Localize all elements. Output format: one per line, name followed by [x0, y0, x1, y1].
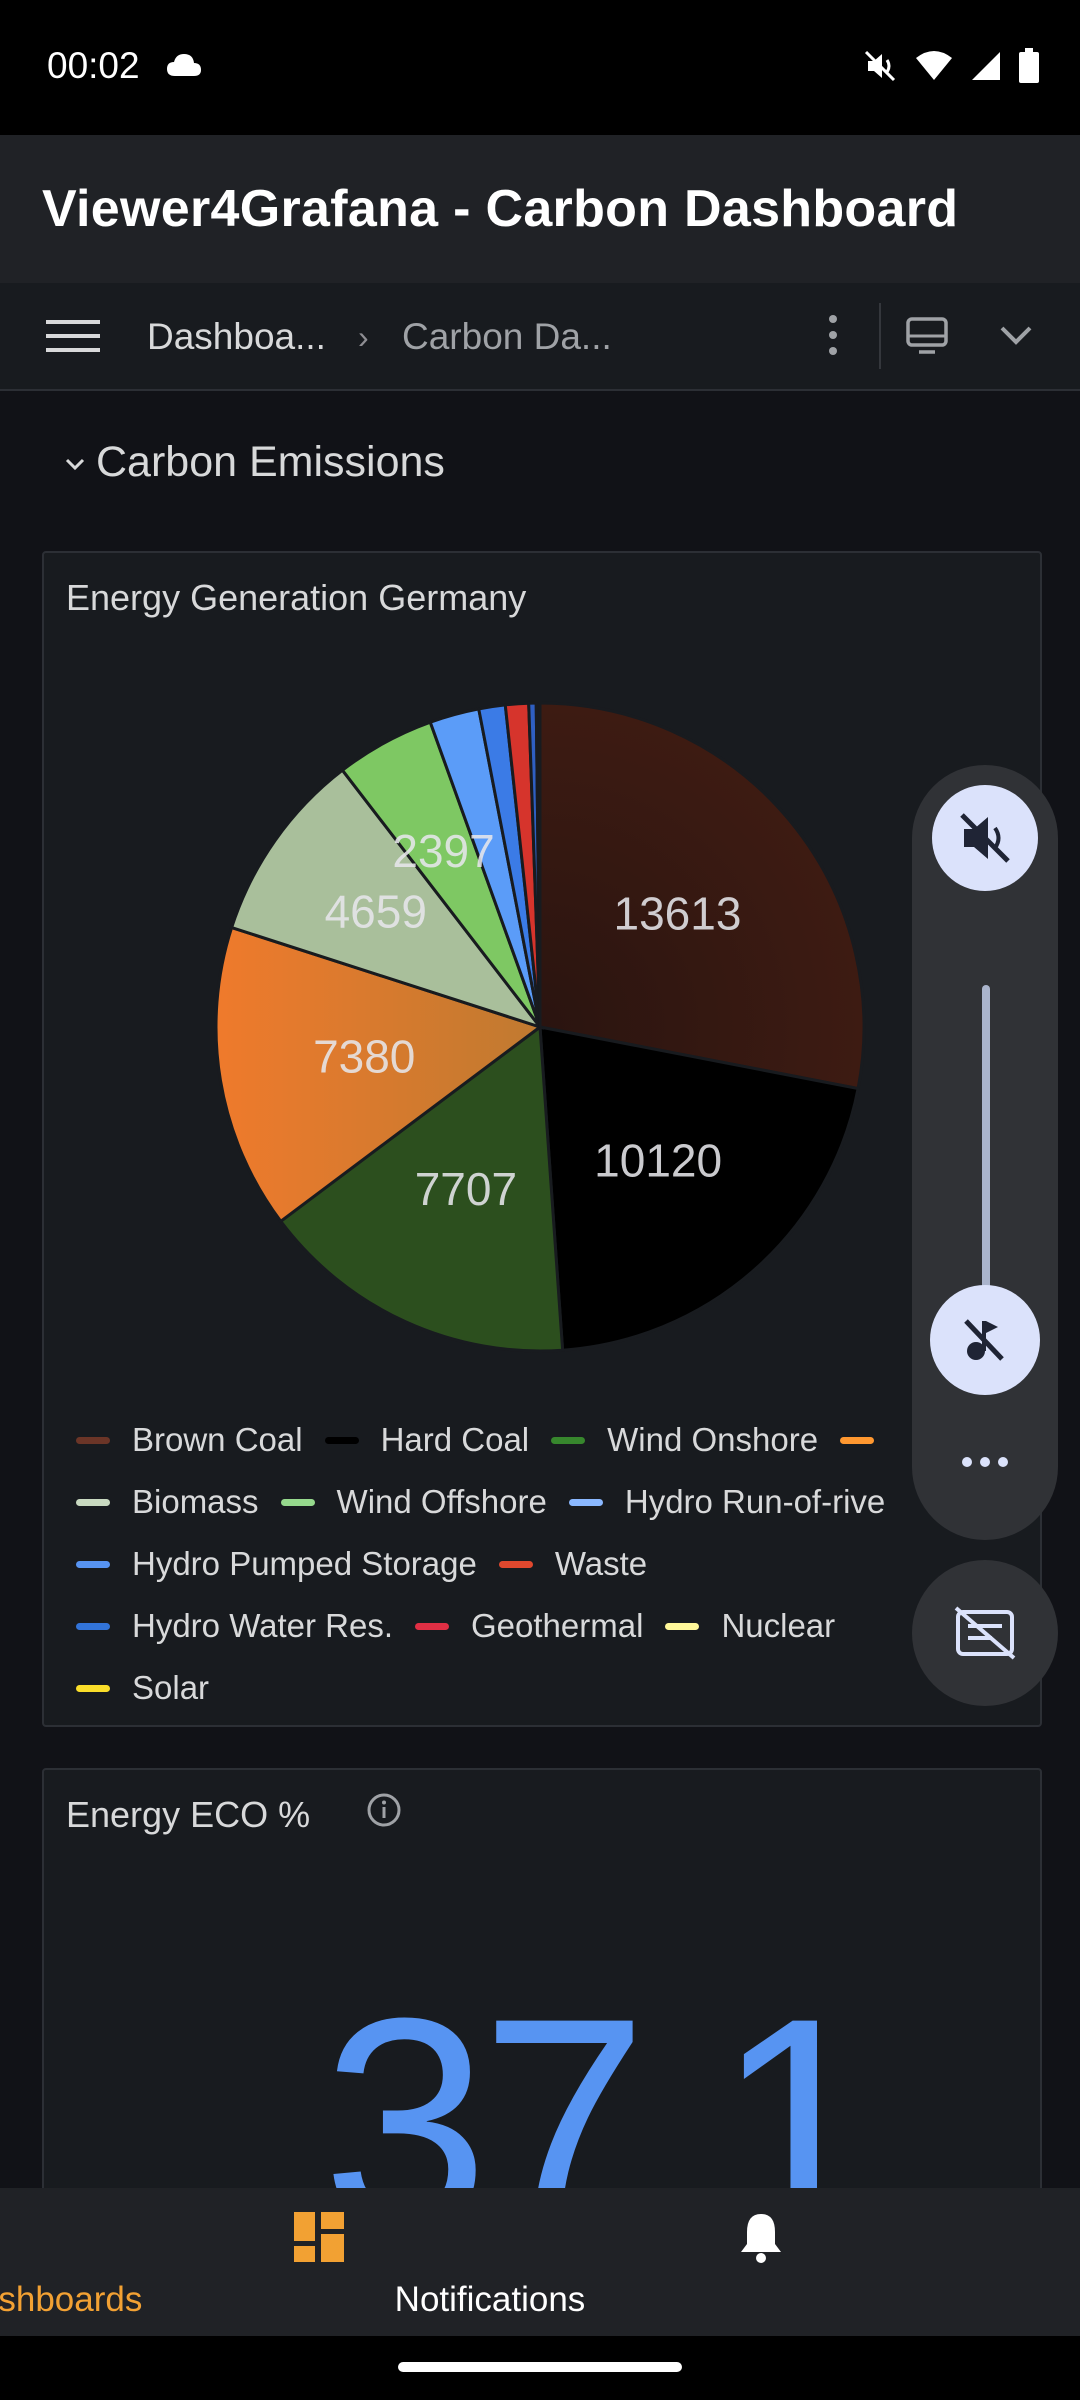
- legend-item[interactable]: Hydro Water Res.: [76, 1607, 393, 1645]
- legend-item[interactable]: Hard Coal: [324, 1421, 530, 1459]
- info-icon[interactable]: [366, 1792, 402, 1833]
- hamburger-menu-icon[interactable]: [46, 318, 100, 359]
- eco-stat-panel[interactable]: Energy ECO % 37.1: [42, 1768, 1042, 2192]
- pie-slice-wind-onshore[interactable]: [278, 1024, 565, 1353]
- dashboards-icon: [294, 2212, 344, 2267]
- chevron-down-icon[interactable]: [998, 323, 1034, 352]
- legend-row: Solar: [76, 1657, 976, 1719]
- legend-swatch: [665, 1622, 700, 1630]
- legend-swatch: [76, 1684, 110, 1692]
- pie-label: 13613: [613, 888, 741, 940]
- legend-swatch: [415, 1622, 450, 1630]
- legend-label: Waste: [554, 1545, 648, 1582]
- legend-row: Hydro Pumped Storage Waste: [76, 1533, 976, 1595]
- legend-swatch: [76, 1622, 110, 1630]
- row-title: Carbon Emissions: [96, 438, 445, 486]
- volume-slider-handle[interactable]: [930, 1285, 1040, 1395]
- stat-value: 37.1: [322, 1955, 882, 2192]
- bell-icon: [737, 2210, 785, 2269]
- captions-off-icon: [954, 1606, 1016, 1660]
- legend-row: Biomass Wind Offshore Hydro Run-of-rive: [76, 1471, 976, 1533]
- legend-row: Hydro Water Res. Geothermal Nuclear: [76, 1595, 976, 1657]
- legend-swatch: [840, 1436, 875, 1444]
- panel-title: Energy Generation Germany: [66, 577, 527, 618]
- toolbar-divider: [879, 303, 881, 369]
- legend-item[interactable]: Wind Onshore: [551, 1421, 818, 1459]
- pie-label: 4659: [325, 885, 427, 937]
- pie-slice-brown-coal[interactable]: [538, 701, 866, 1091]
- breadcrumb-separator: ›: [358, 319, 369, 355]
- app-bar: Viewer4Grafana - Carbon Dashboard: [0, 135, 1080, 283]
- legend-label: Hydro Pumped Storage: [132, 1545, 477, 1582]
- pie-label: 7380: [313, 1030, 415, 1082]
- battery-icon: [1018, 48, 1040, 89]
- pie-label: 10120: [594, 1134, 722, 1186]
- legend-item[interactable]: Waste: [498, 1545, 648, 1583]
- legend-swatch: [76, 1436, 110, 1444]
- bottom-navigation: Dashboards Notifications: [0, 2188, 1080, 2336]
- legend-item[interactable]: [840, 1436, 896, 1444]
- pie-chart: 13613 10120 7707 7380 4659 2397: [214, 701, 866, 1353]
- vibrate-off-icon: [862, 48, 898, 89]
- legend-item[interactable]: Geothermal: [415, 1607, 643, 1645]
- legend-item[interactable]: Solar: [76, 1669, 209, 1707]
- legend-item[interactable]: Nuclear: [665, 1607, 835, 1645]
- legend-item[interactable]: Brown Coal: [76, 1421, 303, 1459]
- row-carbon-emissions[interactable]: Carbon Emissions: [64, 438, 445, 487]
- app-title: Viewer4Grafana - Carbon Dashboard: [42, 180, 959, 238]
- legend-swatch: [76, 1560, 110, 1568]
- legend-swatch: [76, 1498, 110, 1506]
- more-vert-icon[interactable]: [818, 313, 848, 362]
- nav-notifications-label: Notifications: [394, 2280, 586, 2319]
- chevron-down-icon: [64, 446, 86, 480]
- pie-slice-biomass[interactable]: [229, 768, 545, 1030]
- captions-off-button[interactable]: [912, 1560, 1058, 1706]
- legend-label: Geothermal: [471, 1607, 644, 1644]
- legend-label: Nuclear: [721, 1607, 836, 1644]
- breadcrumb-dashboards-link[interactable]: Dashboa...: [147, 316, 326, 357]
- legend-label: Biomass: [132, 1483, 259, 1520]
- breadcrumb-current: Carbon Da...: [402, 316, 612, 357]
- status-time: 00:02: [47, 45, 140, 86]
- legend-swatch: [280, 1498, 315, 1506]
- legend-label: Hydro Water Res.: [132, 1607, 394, 1644]
- volume-panel: [912, 765, 1058, 1540]
- home-indicator[interactable]: [398, 2362, 682, 2372]
- breadcrumb: Dashboa... › Carbon Da...: [0, 283, 1080, 391]
- legend-label: Hard Coal: [380, 1421, 530, 1458]
- status-bar: 00:02: [0, 0, 1080, 135]
- legend-swatch: [568, 1498, 603, 1506]
- legend-swatch: [498, 1560, 533, 1568]
- legend-label: Wind Offshore: [336, 1483, 547, 1520]
- legend-row: Brown Coal Hard Coal Wind Onshore: [76, 1409, 976, 1471]
- legend-item[interactable]: Hydro Pumped Storage: [76, 1545, 477, 1583]
- wifi-icon: [914, 50, 954, 87]
- nav-dashboards-label: Dashboards: [0, 2280, 143, 2319]
- pie-slice-hard-coal[interactable]: [538, 1025, 860, 1352]
- volume-slider-track[interactable]: [982, 985, 990, 1295]
- more-horiz-icon[interactable]: [960, 1455, 1010, 1474]
- legend-label: Wind Onshore: [607, 1421, 819, 1458]
- legend-swatch: [551, 1436, 586, 1444]
- pie-label: 7707: [415, 1163, 517, 1215]
- legend-item[interactable]: Wind Offshore: [280, 1483, 547, 1521]
- legend-label: Brown Coal: [132, 1421, 303, 1458]
- pie-chart-panel[interactable]: Energy Generation Germany 13613 10120 7707…: [42, 551, 1042, 1727]
- legend-label: Solar: [132, 1669, 210, 1706]
- signal-icon: [970, 50, 1002, 87]
- legend-swatch: [324, 1436, 359, 1444]
- nav-dashboards[interactable]: Dashboards: [0, 2188, 588, 2336]
- pie-label: 2397: [392, 825, 494, 877]
- legend-item[interactable]: Biomass: [76, 1483, 259, 1521]
- panel-title: Energy ECO %: [66, 1794, 311, 1835]
- legend-item[interactable]: Hydro Run-of-rive: [568, 1483, 886, 1521]
- legend-label: Hydro Run-of-rive: [624, 1483, 886, 1520]
- cloud-icon: [166, 52, 202, 83]
- gesture-bar: [0, 2336, 1080, 2400]
- nav-notifications[interactable]: Notifications: [395, 2188, 1030, 2336]
- mute-toggle-button[interactable]: [932, 785, 1038, 891]
- chart-legend: Brown Coal Hard Coal Wind Onshore Biomass Wi…: [76, 1409, 976, 1719]
- tv-mode-icon[interactable]: [905, 316, 949, 361]
